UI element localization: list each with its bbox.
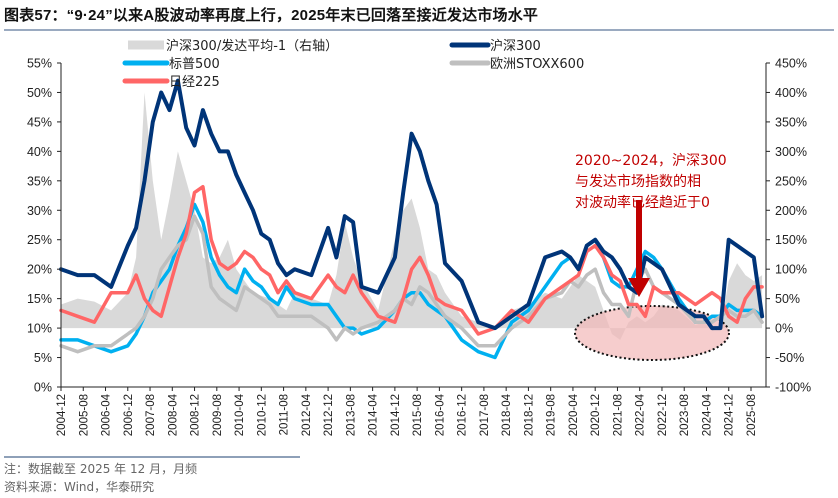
left-tick-label: 15% bbox=[27, 292, 52, 306]
series-line-4 bbox=[59, 184, 764, 336]
left-tick-label: 45% bbox=[27, 115, 52, 129]
legend: 沪深300/发达平均-1（右轴） 沪深300 标普500 欧洲STOXX600 日经22… bbox=[122, 38, 584, 90]
left-tick-label: 0% bbox=[34, 381, 52, 395]
highlight-layer bbox=[574, 305, 730, 361]
left-tick-label: 40% bbox=[27, 145, 52, 159]
right-tick-label: -50% bbox=[775, 351, 804, 365]
left-tick-label: 10% bbox=[27, 322, 52, 336]
annotation-text-line: 对波动率已经趋近于0 bbox=[575, 194, 710, 211]
footer-divider bbox=[4, 456, 300, 458]
x-tick-label: 2020-04 bbox=[568, 393, 580, 436]
annotation-arrow-icon bbox=[628, 278, 650, 297]
legend-label: 标普500 bbox=[169, 57, 220, 72]
annotation-text-line: 与发达市场指数的相 bbox=[575, 173, 701, 190]
annotation-text-line: 2020~2024，沪深300 bbox=[575, 153, 727, 169]
x-tick-label: 2018-04 bbox=[501, 393, 513, 436]
x-tick-label: 2015-08 bbox=[412, 394, 424, 436]
x-tick-label: 2009-08 bbox=[212, 394, 224, 436]
series-line-3 bbox=[59, 214, 764, 354]
x-tick-label: 2013-08 bbox=[345, 394, 357, 436]
left-tick-label: 35% bbox=[27, 174, 52, 188]
right-tick-label: -100% bbox=[775, 381, 811, 395]
footnote: 注：数据截至 2025 年 12 月，月频 bbox=[4, 462, 198, 476]
source-note: 资料来源：Wind，华泰研究 bbox=[4, 480, 155, 494]
x-tick-label: 2014-12 bbox=[390, 394, 402, 436]
lines-layer bbox=[59, 78, 765, 360]
series-area-hs300-relative bbox=[61, 92, 763, 340]
right-tick-label: 250% bbox=[775, 174, 807, 188]
x-tick-label: 2008-12 bbox=[190, 394, 202, 436]
right-tick-label: 50% bbox=[775, 292, 800, 306]
legend-label: 沪深300 bbox=[490, 38, 541, 54]
x-tick-label: 2010-12 bbox=[256, 394, 268, 436]
x-tick-label: 2025-08 bbox=[746, 394, 758, 436]
x-tick-label: 2024-12 bbox=[724, 394, 736, 436]
chart-title: 图表57：“9·24”以来A股波动率再度上行，2025年末已回落至接近发达市场水… bbox=[4, 7, 539, 24]
area-layer bbox=[61, 92, 763, 340]
x-tick-label: 2024-04 bbox=[702, 393, 714, 436]
legend-swatch bbox=[128, 40, 164, 50]
left-tick-label: 25% bbox=[27, 233, 52, 247]
left-tick-label: 5% bbox=[34, 351, 52, 365]
highlight-ellipse bbox=[574, 305, 730, 361]
x-tick-label: 2006-12 bbox=[123, 394, 135, 436]
x-tick-label: 2007-08 bbox=[145, 394, 157, 436]
x-tick-label: 2008-04 bbox=[167, 393, 179, 436]
right-tick-label: 350% bbox=[775, 115, 807, 129]
x-tick-label: 2016-04 bbox=[434, 393, 446, 436]
x-tick-label: 2022-12 bbox=[657, 394, 669, 436]
x-tick-label: 2012-12 bbox=[323, 394, 335, 436]
x-tick-label: 2018-12 bbox=[523, 394, 535, 436]
right-tick-label: 150% bbox=[775, 233, 807, 247]
left-tick-label: 20% bbox=[27, 263, 52, 277]
x-tick-label: 2016-12 bbox=[457, 394, 469, 436]
right-tick-label: 0% bbox=[775, 322, 793, 336]
legend-label: 欧洲STOXX600 bbox=[490, 57, 584, 72]
x-tick-label: 2014-04 bbox=[368, 393, 380, 436]
left-tick-label: 30% bbox=[27, 204, 52, 218]
x-tick-label: 2005-08 bbox=[78, 394, 90, 436]
right-tick-label: 450% bbox=[775, 57, 807, 71]
x-tick-label: 2004-12 bbox=[56, 394, 68, 436]
right-tick-label: 400% bbox=[775, 86, 807, 100]
x-tick-label: 2017-08 bbox=[479, 394, 491, 436]
right-tick-label: 300% bbox=[775, 145, 807, 159]
right-tick-label: 100% bbox=[775, 263, 807, 277]
x-tick-label: 2022-04 bbox=[635, 393, 647, 436]
series-line-1 bbox=[59, 78, 765, 331]
x-tick-label: 2012-04 bbox=[301, 393, 313, 436]
x-tick-label: 2023-08 bbox=[679, 394, 691, 436]
x-tick-label: 2010-04 bbox=[234, 393, 246, 436]
x-tick-label: 2020-12 bbox=[590, 394, 602, 436]
x-tick-label: 2011-08 bbox=[279, 394, 291, 435]
annotation-arrow-shaft bbox=[636, 200, 642, 278]
x-tick-label: 2019-08 bbox=[546, 394, 558, 436]
x-tick-label: 2021-08 bbox=[613, 394, 625, 436]
legend-label: 沪深300/发达平均-1（右轴） bbox=[166, 38, 338, 54]
axes-layer: 0% 5% 10% 15% 20% 25% 30% 35% 40% 45% 50% 55% -100% -… bbox=[27, 57, 811, 437]
left-tick-label: 50% bbox=[27, 86, 52, 100]
title-divider bbox=[4, 29, 834, 31]
x-tick-label: 2006-04 bbox=[101, 393, 113, 436]
right-tick-label: 200% bbox=[775, 204, 807, 218]
left-tick-label: 55% bbox=[27, 57, 52, 71]
legend-label: 日经225 bbox=[169, 75, 220, 90]
